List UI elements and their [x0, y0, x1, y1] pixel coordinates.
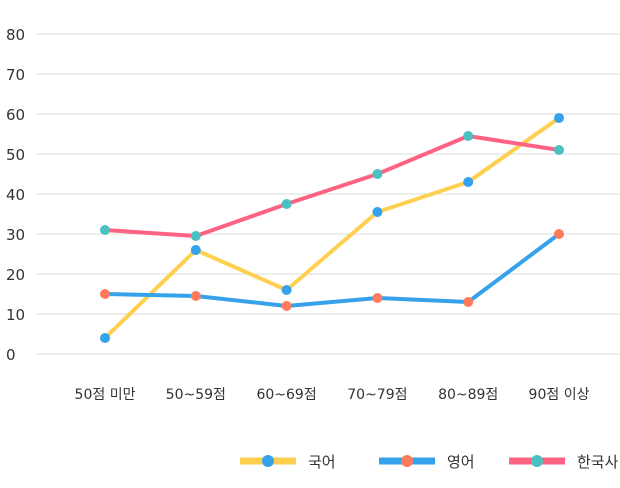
y-tick-label: 80: [6, 26, 25, 44]
y-tick-label: 40: [6, 186, 25, 204]
y-tick-label: 50: [6, 146, 25, 164]
legend-label: 국어: [308, 453, 336, 471]
x-tick-label: 50~59점: [166, 387, 226, 403]
legend-marker: [262, 455, 274, 467]
x-tick-label: 90점 이상: [529, 387, 590, 403]
legend-marker: [401, 455, 413, 467]
x-axis: 50점 미만 50~59점 60~69점 70~79점 80~89점 90점 이상: [75, 387, 590, 403]
data-point: [463, 131, 474, 141]
data-point: [554, 229, 564, 239]
legend-marker: [531, 455, 543, 467]
data-point: [372, 207, 383, 217]
legend: 국어 영어 한국사: [240, 453, 619, 471]
series-lines: [100, 113, 564, 343]
data-point: [554, 113, 564, 123]
y-tick-label: 20: [6, 266, 25, 284]
data-point: [190, 245, 201, 255]
data-point: [281, 301, 292, 311]
x-tick-label: 60~69점: [256, 387, 316, 403]
data-point: [100, 333, 110, 343]
data-point: [372, 293, 383, 303]
data-point: [463, 297, 474, 307]
y-tick-label: 30: [6, 226, 25, 244]
y-tick-label: 60: [6, 106, 25, 124]
data-point: [554, 145, 564, 155]
data-point: [190, 231, 201, 241]
data-point: [372, 169, 383, 179]
x-tick-label: 80~89점: [438, 387, 498, 403]
data-point: [463, 177, 474, 187]
legend-label: 한국사: [577, 453, 619, 471]
x-tick-label: 70~79점: [347, 387, 407, 403]
data-point: [100, 289, 110, 299]
legend-label: 영어: [447, 453, 475, 471]
y-tick-label: 70: [6, 66, 25, 84]
data-point: [100, 225, 110, 235]
data-point: [281, 199, 292, 209]
y-tick-label: 10: [6, 306, 25, 324]
series-line-2: [104, 134, 560, 238]
grid: [36, 33, 620, 355]
series-line-1: [104, 232, 561, 308]
x-tick-label: 50점 미만: [75, 387, 136, 403]
series-line-0: [103, 116, 561, 340]
data-point: [190, 291, 201, 301]
y-axis: 0 10 20 30 40 50 60 70 80: [6, 26, 25, 364]
y-tick-label: 0: [6, 346, 16, 364]
data-point: [281, 285, 292, 295]
